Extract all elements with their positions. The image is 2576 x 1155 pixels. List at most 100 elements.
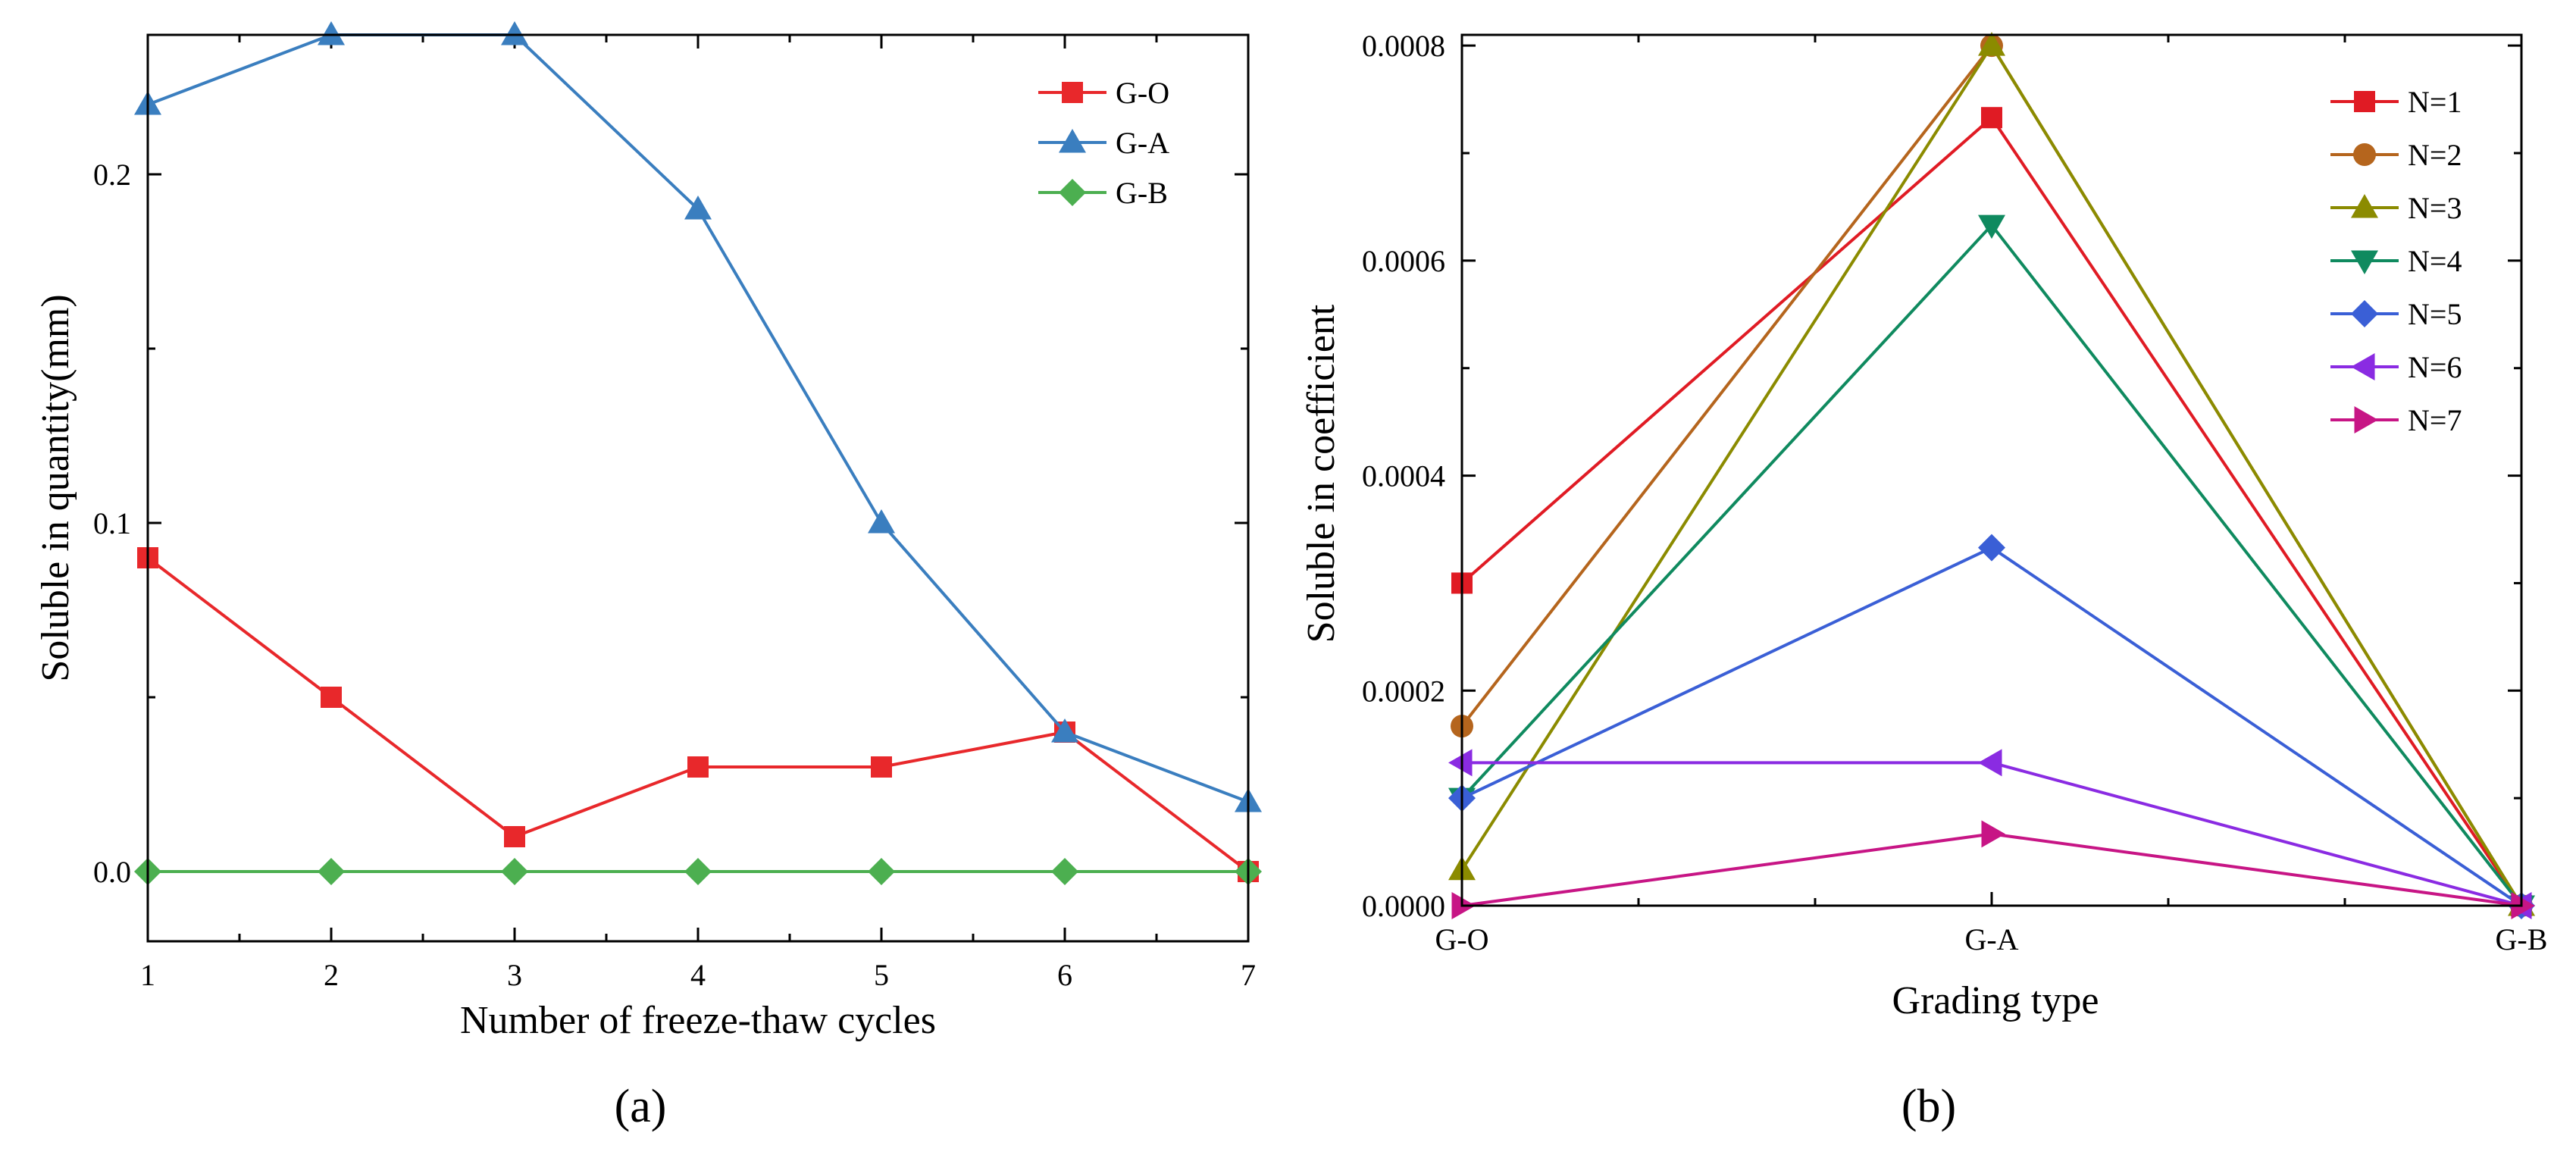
chart-a-y-axis-title: Soluble in quantity(mm): [34, 294, 77, 681]
chart-a-point-g-o: [687, 756, 709, 778]
chart-a-tick-labels: 1 2 3 4 5 6 7 0.0 0.1 0.2: [93, 158, 1256, 992]
chart-a-x-axis-title: Number of freeze-thaw cycles: [460, 999, 936, 1042]
chart-b-legend-item-n-6: N=6: [2330, 350, 2462, 384]
chart-b-legend-marker: [2353, 143, 2376, 166]
chart-b-point-n-6: [1448, 749, 1473, 777]
chart-a-y-tick-label: 0.0: [93, 855, 131, 889]
chart-b-y-tick-label: 0.0002: [1362, 674, 1445, 708]
chart-b-series-n-4: [1448, 214, 2535, 919]
chart-a: 1 2 3 4 5 6 7 0.0 0.1 0.2 G-O G-A G-B Number of fre…: [34, 21, 1262, 1132]
chart-b-legend-item-n-7: N=7: [2330, 403, 2462, 437]
chart-a-legend-marker: [1062, 82, 1083, 103]
chart-b-legend-label: N=3: [2408, 191, 2462, 225]
chart-a-x-tick-label: 6: [1057, 958, 1072, 992]
chart-b-point-n-7: [2511, 892, 2535, 919]
chart-a-legend-label: G-O: [1116, 76, 1169, 110]
chart-b-series-n-7: [1451, 820, 2535, 919]
chart-a-point-g-o: [504, 826, 525, 847]
chart-a-y-tick-label: 0.2: [93, 158, 131, 192]
chart-a-legend-item-g-a: G-A: [1038, 126, 1169, 160]
chart-b-legend-marker: [2351, 194, 2378, 218]
chart-b-legend-marker: [2351, 250, 2378, 274]
chart-b-legend-marker: [2351, 300, 2378, 327]
chart-a-ticks: [146, 35, 1250, 941]
chart-b-legend-label: N=7: [2408, 403, 2462, 437]
chart-b-y-axis-title: Soluble in coefficient: [1300, 304, 1343, 643]
chart-a-point-g-a: [501, 21, 528, 45]
chart-a-x-tick-label: 7: [1241, 958, 1256, 992]
chart-b-legend-label: N=5: [2408, 297, 2462, 331]
chart-a-legend-marker: [1059, 179, 1086, 206]
chart-a-point-g-b: [501, 858, 528, 885]
chart-a-series-g-o: [137, 547, 1259, 882]
chart-a-point-g-a: [684, 196, 712, 220]
chart-b-legend-item-n-1: N=1: [2330, 85, 2462, 119]
chart-b-y-tick-label: 0.0008: [1362, 29, 1445, 63]
chart-b-legend-marker: [2354, 91, 2375, 112]
chart-a-series-g-b: [134, 858, 1262, 885]
chart-b-point-n-1: [1981, 107, 2002, 129]
chart-a-x-tick-label: 1: [140, 958, 155, 992]
chart-a-point-g-a: [868, 509, 895, 534]
chart-b-tick-labels: G-O G-A G-B 0.0000 0.0002 0.0004 0.0006 0.0008: [1362, 29, 2547, 956]
chart-b-x-tick-label: G-B: [2496, 922, 2548, 956]
chart-a-point-g-b: [318, 858, 345, 885]
chart-b-series-n-5: [1448, 534, 2535, 919]
chart-b-line-n-2: [1460, 44, 2523, 907]
chart-a-legend: G-O G-A G-B: [1038, 76, 1169, 210]
chart-b-point-n-6: [1978, 749, 2002, 777]
chart-b-legend-item-n-4: N=4: [2330, 244, 2462, 278]
chart-a-legend-marker: [1059, 129, 1086, 153]
chart-a-point-g-o: [321, 687, 342, 708]
panel-b-label: (b): [1901, 1081, 1956, 1132]
chart-b-legend-marker: [2351, 353, 2375, 380]
chart-a-point-g-b: [684, 858, 712, 885]
chart-b-plot-frame: [1460, 33, 2523, 907]
chart-b-legend-label: N=6: [2408, 350, 2462, 384]
chart-a-series-g-a: [134, 21, 1262, 812]
chart-b-y-tick-label: 0.0006: [1362, 244, 1445, 278]
chart-a-point-g-b: [868, 858, 895, 885]
chart-b-legend-label: N=1: [2408, 85, 2462, 119]
chart-b-legend-item-n-5: N=5: [2330, 297, 2462, 331]
chart-a-x-tick-label: 5: [874, 958, 889, 992]
chart-b-line-n-4: [1460, 224, 2523, 907]
chart-a-x-tick-label: 4: [690, 958, 706, 992]
chart-a-legend-item-g-o: G-O: [1038, 76, 1169, 110]
chart-a-line-g-o: [146, 556, 1250, 873]
chart-b-legend-item-n-3: N=3: [2330, 191, 2462, 225]
chart-b-x-axis-title: Grading type: [1892, 979, 2099, 1022]
chart-b-x-tick-label: G-O: [1435, 922, 1488, 956]
chart-b: G-O G-A G-B0.00000.00020.00040.00060.0008 …: [1300, 29, 2547, 1132]
chart-b-legend: N=1 N=2 N=3 N=4 N=5 N=6 N=7: [2330, 85, 2462, 437]
chart-a-legend-label: G-B: [1116, 176, 1168, 210]
panel-a-label: (a): [615, 1081, 667, 1132]
chart-b-y-tick-label: 0.0004: [1362, 459, 1445, 493]
chart-a-series: [134, 21, 1262, 885]
chart-a-x-tick-label: 2: [324, 958, 339, 992]
chart-a-point-g-o: [871, 756, 892, 778]
chart-b-series: [1448, 32, 2535, 919]
chart-b-x-tick-label: G-A: [1964, 922, 2018, 956]
chart-b-point-n-3: [1978, 32, 2005, 56]
chart-a-point-g-a: [1051, 718, 1078, 743]
chart-b-series-n-2: [1451, 34, 2533, 917]
chart-b-y-tick-label: 0.0000: [1362, 889, 1445, 923]
chart-b-legend-marker: [2354, 406, 2378, 434]
chart-a-plot-frame: [146, 33, 1250, 943]
chart-b-legend-label: N=4: [2408, 244, 2462, 278]
chart-a-point-g-a: [318, 21, 345, 45]
chart-b-legend-item-n-2: N=2: [2330, 138, 2462, 172]
chart-a-point-g-b: [1051, 858, 1078, 885]
chart-b-line-n-5: [1461, 546, 2523, 907]
chart-b-legend-label: N=2: [2408, 138, 2462, 172]
chart-a-legend-item-g-b: G-B: [1038, 176, 1168, 210]
chart-a-y-tick-label: 0.1: [93, 506, 131, 540]
chart-b-point-n-7: [1981, 820, 2005, 848]
chart-b-point-n-4: [1978, 214, 2005, 239]
chart-a-x-tick-label: 3: [507, 958, 522, 992]
chart-a-legend-label: G-A: [1116, 126, 1169, 160]
chart-b-series-n-3: [1448, 32, 2535, 916]
chart-b-point-n-5: [1978, 534, 2005, 562]
